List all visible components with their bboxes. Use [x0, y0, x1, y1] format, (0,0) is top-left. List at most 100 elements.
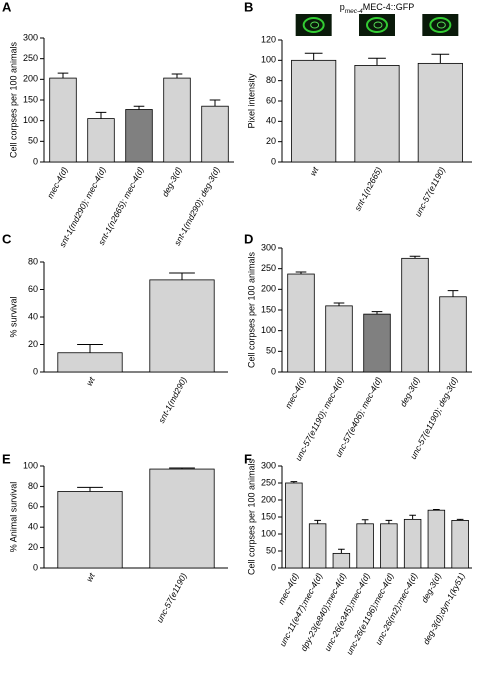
error-bar	[314, 519, 321, 524]
error-bar	[77, 344, 103, 353]
y-tick-label: 250	[261, 263, 276, 273]
y-axis-label: Pixel intensity	[246, 73, 256, 129]
bar	[149, 279, 215, 373]
bar	[87, 118, 115, 163]
x-tick-label: unc-57(e1190)	[154, 571, 189, 624]
bar	[125, 109, 153, 163]
panel-letter: E	[2, 451, 11, 466]
error-bar	[333, 302, 345, 306]
y-tick-label: 200	[261, 494, 276, 504]
y-tick-label: 200	[261, 284, 276, 294]
y-tick-label: 80	[28, 256, 38, 266]
y-tick-label: 100	[23, 460, 38, 470]
error-bar	[290, 481, 298, 483]
y-tick-label: 150	[261, 511, 276, 521]
error-bar	[169, 467, 195, 470]
bar	[149, 468, 215, 569]
y-tick-label: 0	[271, 156, 276, 166]
error-bar	[304, 52, 323, 61]
y-tick-label: 0	[271, 562, 276, 572]
x-tick-label: wt	[84, 571, 97, 584]
error-bar	[433, 509, 440, 511]
image-title-subscript: mec-4	[345, 8, 363, 15]
y-tick-label: 120	[261, 34, 276, 44]
error-bar	[77, 486, 103, 492]
y-tick-label: 60	[266, 95, 276, 105]
y-tick-label: 40	[28, 522, 38, 532]
y-tick-label: 150	[23, 94, 38, 104]
y-tick-label: 300	[261, 460, 276, 470]
gfp-cell	[429, 17, 452, 33]
error-bar	[295, 271, 307, 275]
y-axis-label: Cell corpses per 100 animals	[246, 251, 256, 368]
y-tick-label: 0	[33, 562, 38, 572]
y-tick-label: 60	[28, 284, 38, 294]
y-tick-label: 250	[261, 477, 276, 487]
bar	[291, 59, 337, 163]
y-axis-label: % Animal survival	[8, 482, 18, 553]
bar	[427, 509, 446, 569]
error-bar	[361, 519, 369, 524]
gfp-nucleus	[436, 21, 446, 29]
y-tick-label: 0	[33, 156, 38, 166]
error-bar	[431, 53, 450, 64]
bar	[308, 523, 327, 569]
error-bar	[409, 255, 421, 259]
bar	[401, 257, 429, 373]
x-tick-label: snt-1(n2665)	[352, 165, 384, 212]
y-tick-label: 50	[28, 136, 38, 146]
y-tick-label: 80	[28, 481, 38, 491]
y-tick-label: 50	[266, 545, 276, 555]
bar	[325, 305, 353, 373]
gfp-cell	[366, 17, 388, 33]
y-tick-label: 40	[266, 116, 276, 126]
y-tick-label: 0	[33, 366, 38, 376]
error-bar	[133, 105, 145, 110]
y-tick-label: 50	[266, 346, 276, 356]
image-title-text: MEC-4::GFP	[363, 2, 415, 12]
x-tick-label: unc-11(e47);mec-4(d)	[277, 571, 324, 648]
y-tick-label: 100	[261, 528, 276, 538]
y-tick-label: 100	[261, 325, 276, 335]
error-bar	[385, 519, 393, 524]
bar	[439, 296, 467, 373]
gfp-nucleus	[310, 21, 320, 29]
x-tick-label: wt	[308, 165, 321, 178]
panel-letter: D	[244, 231, 253, 246]
y-tick-label: 20	[28, 542, 38, 552]
gfp-image	[295, 14, 332, 36]
y-axis-label: % survival	[8, 296, 18, 337]
bar	[417, 62, 463, 163]
error-bar	[371, 311, 383, 315]
x-tick-label: mec-4(d)	[45, 165, 70, 200]
panel-letter: A	[2, 0, 12, 14]
bar	[49, 77, 77, 163]
gfp-image	[422, 14, 459, 36]
error-bar	[409, 514, 416, 520]
y-tick-label: 100	[23, 115, 38, 125]
error-bar	[368, 57, 386, 66]
y-axis-label: Cell corpses per 100 animals	[246, 458, 256, 575]
x-tick-label: mec-4(d)	[276, 571, 301, 606]
y-tick-label: 300	[23, 32, 38, 42]
y-tick-label: 100	[261, 55, 276, 65]
bar	[332, 552, 351, 569]
bar	[451, 520, 469, 569]
error-bar	[169, 272, 195, 280]
gfp-nucleus	[373, 21, 383, 29]
panel-letter: F	[244, 451, 252, 466]
y-tick-label: 40	[28, 311, 38, 321]
error-bar	[447, 290, 459, 297]
bar	[403, 518, 422, 569]
y-tick-label: 250	[23, 53, 38, 63]
error-bar	[171, 73, 183, 79]
bar	[380, 523, 398, 569]
y-tick-label: 300	[261, 242, 276, 252]
x-tick-label: unc-57(e1190)	[413, 165, 448, 218]
bar	[285, 482, 303, 569]
y-tick-label: 20	[266, 136, 276, 146]
image-title: pmec-4MEC-4::GFP	[340, 2, 415, 14]
bar	[201, 105, 229, 163]
bar	[287, 273, 315, 373]
